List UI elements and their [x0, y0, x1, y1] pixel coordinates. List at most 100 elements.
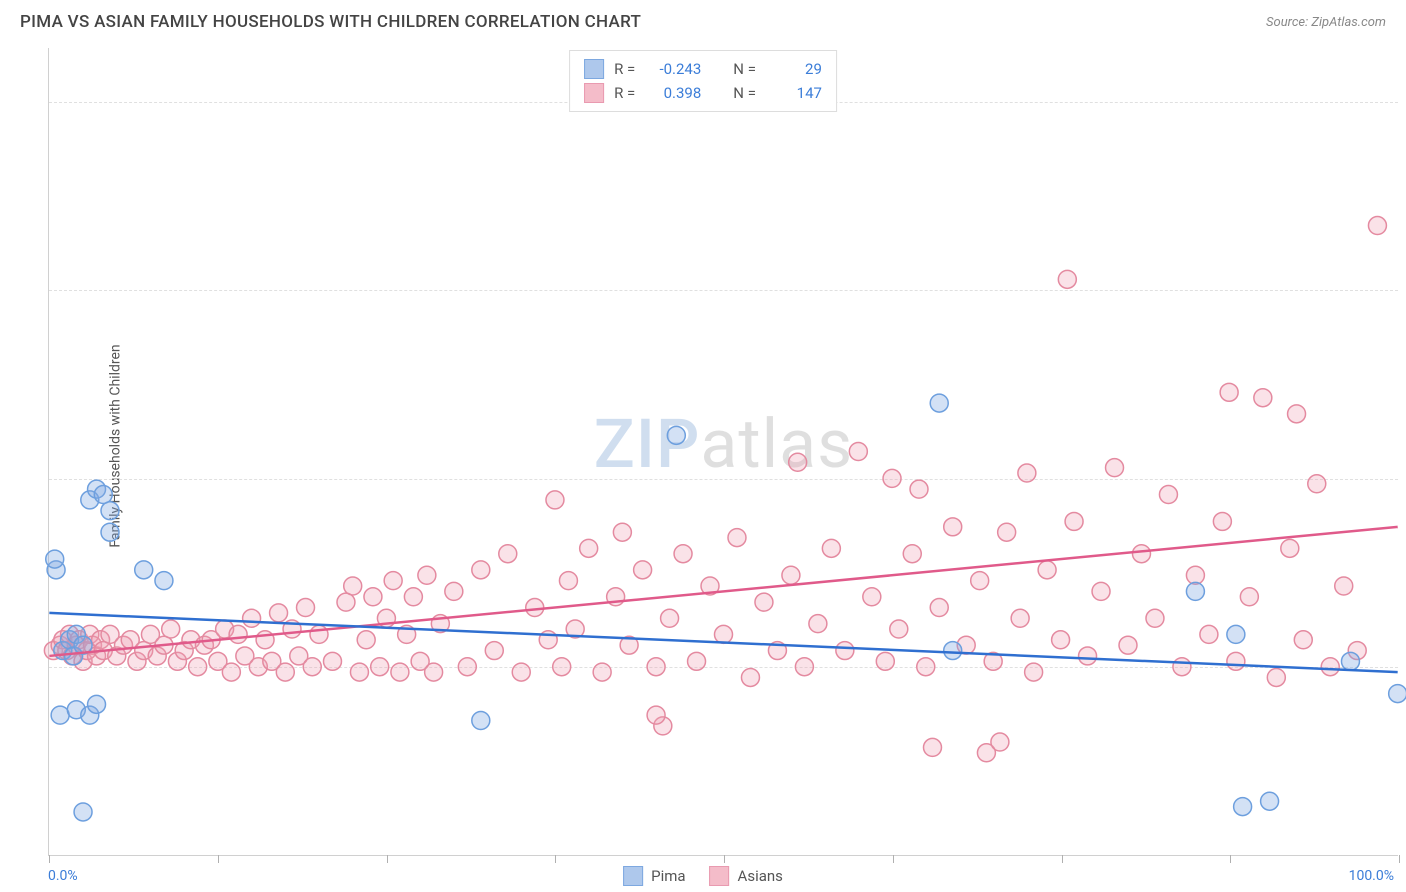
asians-point [863, 588, 881, 606]
asians-point [782, 566, 800, 584]
pima-point [667, 426, 685, 444]
asians-point [1308, 475, 1326, 493]
asians-point [323, 652, 341, 670]
asians-point [1159, 486, 1177, 504]
asians-point [998, 523, 1016, 541]
n-label: N = [733, 84, 756, 102]
asians-point [189, 658, 207, 676]
asians-swatch-icon [710, 866, 730, 886]
asians-point [1288, 405, 1306, 423]
asians-point [1213, 512, 1231, 530]
asians-point [593, 663, 611, 681]
pima-point [1261, 792, 1279, 810]
chart-header: PIMA VS ASIAN FAMILY HOUSEHOLDS WITH CHI… [0, 0, 1406, 40]
asians-r-value: 0.398 [645, 84, 701, 102]
asians-point [357, 631, 375, 649]
asians-point [647, 706, 665, 724]
asians-point [243, 609, 261, 627]
asians-point [1227, 652, 1245, 670]
asians-point [836, 642, 854, 660]
asians-point [344, 577, 362, 595]
asians-point [499, 545, 517, 563]
asians-point [1106, 459, 1124, 477]
pima-point [74, 803, 92, 821]
asians-point [1092, 582, 1110, 600]
pima-point [1186, 582, 1204, 600]
asians-point [1038, 561, 1056, 579]
asians-point [458, 658, 476, 676]
asians-point [580, 539, 598, 557]
asians-point [634, 561, 652, 579]
asians-point [822, 539, 840, 557]
r-label: R = [614, 84, 635, 102]
asians-point [418, 566, 436, 584]
asians-point [310, 625, 328, 643]
asians-point [303, 658, 321, 676]
asians-point [384, 572, 402, 590]
asians-point [741, 668, 759, 686]
pima-point [101, 523, 119, 541]
asians-point [472, 561, 490, 579]
asians-point [728, 529, 746, 547]
asians-point [1058, 270, 1076, 288]
asians-point [647, 658, 665, 676]
asians-point [404, 588, 422, 606]
asians-point [364, 588, 382, 606]
asians-series-label: Asians [738, 867, 783, 885]
asians-point [1011, 609, 1029, 627]
asians-point [1186, 566, 1204, 584]
asians-point [1321, 658, 1339, 676]
series-legend-pima: Pima [623, 866, 685, 886]
pima-point [46, 550, 64, 568]
asians-point [991, 733, 1009, 751]
asians-point [445, 582, 463, 600]
asians-point [485, 642, 503, 660]
asians-point [1025, 663, 1043, 681]
chart-source: Source: ZipAtlas.com [1266, 15, 1386, 30]
stats-legend: R = -0.243 N = 29 R = 0.398 N = 147 [569, 50, 837, 112]
pima-n-value: 29 [766, 60, 822, 78]
asians-point [1294, 631, 1312, 649]
pima-point [944, 642, 962, 660]
asians-point [1146, 609, 1164, 627]
asians-swatch-icon [584, 83, 604, 103]
asians-point [1200, 625, 1218, 643]
asians-point [755, 593, 773, 611]
pima-swatch-icon [623, 866, 643, 886]
series-legend: Pima Asians [623, 866, 783, 886]
stats-legend-row-asians: R = 0.398 N = 147 [584, 81, 822, 105]
pima-point [101, 502, 119, 520]
asians-point [1368, 217, 1386, 235]
pima-swatch-icon [584, 59, 604, 79]
asians-point [924, 738, 942, 756]
asians-point [391, 663, 409, 681]
asians-point [371, 658, 389, 676]
asians-point [789, 453, 807, 471]
asians-point [876, 652, 894, 670]
pima-point [155, 572, 173, 590]
pima-series-label: Pima [651, 867, 685, 885]
asians-point [559, 572, 577, 590]
asians-point [297, 599, 315, 617]
pima-point [930, 394, 948, 412]
asians-point [1079, 647, 1097, 665]
asians-point [1119, 636, 1137, 654]
asians-point [903, 545, 921, 563]
pima-point [1389, 685, 1406, 703]
pima-point [1234, 798, 1252, 816]
asians-point [930, 599, 948, 617]
stats-legend-row-pima: R = -0.243 N = 29 [584, 57, 822, 81]
x-tick-max: 100.0% [1349, 868, 1394, 884]
asians-point [276, 663, 294, 681]
asians-point [910, 480, 928, 498]
asians-point [553, 658, 571, 676]
asians-point [661, 609, 679, 627]
series-legend-asians: Asians [710, 866, 783, 886]
chart-title: PIMA VS ASIAN FAMILY HOUSEHOLDS WITH CHI… [20, 12, 641, 32]
asians-point [971, 572, 989, 590]
asians-point [1267, 668, 1285, 686]
asians-point [688, 652, 706, 670]
asians-point [229, 625, 247, 643]
asians-point [1018, 464, 1036, 482]
asians-point [944, 518, 962, 536]
